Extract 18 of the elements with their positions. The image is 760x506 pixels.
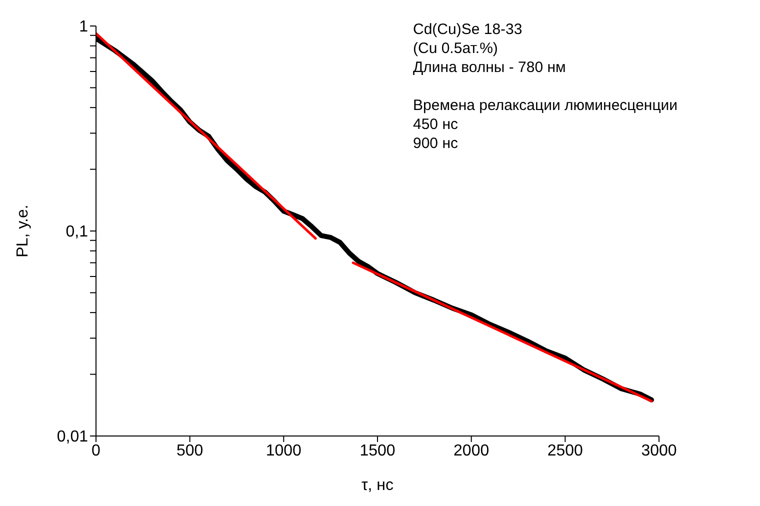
y-tick-label: 0,1: [66, 224, 88, 241]
x-tick-label: 500: [176, 442, 204, 460]
text: Длина волны - 780 нм: [413, 59, 566, 76]
text: Cd(Cu)Se 18-33: [413, 21, 522, 38]
x-tick-label: 1000: [266, 442, 302, 460]
x-axis-title: τ, нс: [361, 477, 394, 494]
y-tick-label: 1: [79, 18, 88, 36]
x-tick-label: 1500: [360, 442, 396, 460]
text: 450 нс: [413, 116, 458, 133]
x-tick-label: 2500: [547, 442, 584, 460]
y-axis-title: PL, у.е.: [14, 204, 32, 258]
text: (Cu 0.5ат.%): [413, 40, 498, 57]
x-tick-label: 0: [92, 442, 101, 460]
y-tick-label: 0,01: [56, 428, 88, 446]
text: Времена релаксации люминесценции: [413, 97, 678, 114]
x-tick-label: 2000: [454, 442, 490, 460]
text: 900 нс: [413, 135, 458, 152]
x-tick-label: 3000: [641, 442, 677, 460]
